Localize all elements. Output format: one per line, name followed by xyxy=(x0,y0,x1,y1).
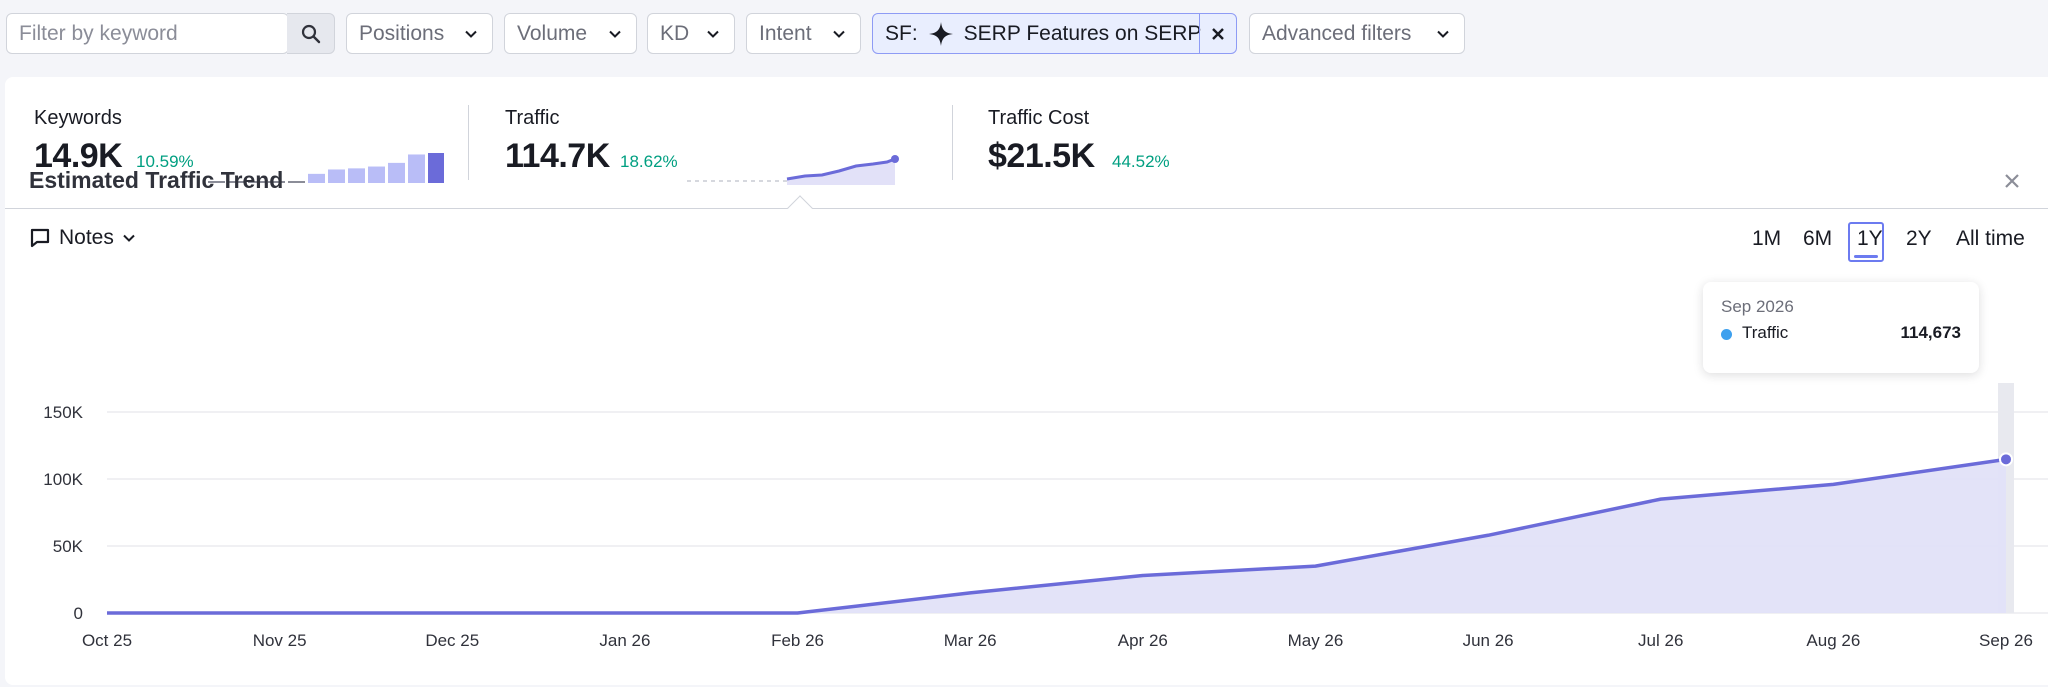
chevron-down-icon xyxy=(123,234,135,242)
close-icon xyxy=(1212,27,1224,40)
traffic-value: 114.7K xyxy=(505,137,610,175)
x-tick-label: Nov 25 xyxy=(253,631,307,650)
keywords-sparkline-bar xyxy=(268,181,285,183)
search-button[interactable] xyxy=(287,13,335,54)
traffic-line xyxy=(107,457,2007,615)
x-tick-label: Jun 26 xyxy=(1463,631,1514,650)
keywords-sparkline-bar xyxy=(348,168,365,183)
keywords-value: 14.9K xyxy=(34,137,123,175)
range-all-time[interactable]: All time xyxy=(1956,227,2025,250)
x-tick-label: Jan 26 xyxy=(599,631,650,650)
traffic-sparkline-point xyxy=(891,155,899,163)
serp-features-filter[interactable]: SF: SERP Features on SERP xyxy=(872,13,1237,54)
intent-filter[interactable]: Intent xyxy=(746,13,861,54)
x-tick-label: Mar 26 xyxy=(944,631,997,650)
metric-divider xyxy=(952,105,953,180)
keyword-search-input[interactable] xyxy=(19,21,289,46)
advanced-filters-dropdown[interactable]: Advanced filters xyxy=(1249,13,1465,54)
active-range-indicator xyxy=(1848,222,1884,262)
search-icon xyxy=(301,24,320,43)
traffic-cost-change: 44.52% xyxy=(1112,152,1170,171)
chevron-down-icon xyxy=(707,30,719,38)
keywords-sparkline-bar xyxy=(208,181,225,183)
positions-filter-label: Positions xyxy=(359,21,445,45)
chart-tooltip: Sep 2026 Traffic 114,673 xyxy=(1703,282,1979,373)
volume-filter[interactable]: Volume xyxy=(504,13,637,54)
keywords-sparkline-bar xyxy=(388,162,405,183)
traffic-area xyxy=(107,459,2006,613)
chevron-down-icon xyxy=(465,30,477,38)
traffic-cost-label: Traffic Cost xyxy=(988,107,1090,129)
range-1m[interactable]: 1M xyxy=(1752,227,1782,250)
positions-filter[interactable]: Positions xyxy=(346,13,493,54)
keywords-sparkline-bar xyxy=(328,169,345,183)
keywords-metric[interactable]: Keywords 14.9K 10.59% xyxy=(34,107,444,183)
y-tick-label: 0 xyxy=(74,604,83,623)
traffic-metric[interactable]: Traffic 114.7K 18.62% xyxy=(505,107,925,185)
keywords-change: 10.59% xyxy=(136,152,194,171)
traffic-cost-metric[interactable]: Traffic Cost $21.5K 44.52% xyxy=(988,107,1238,175)
keywords-sparkline-bar xyxy=(428,153,444,183)
traffic-sparkline xyxy=(687,155,899,185)
keywords-sparkline-bar xyxy=(248,181,265,183)
keywords-sparkline-bar xyxy=(228,181,245,183)
x-tick-label: Dec 25 xyxy=(425,631,479,650)
close-trend-button[interactable] xyxy=(2003,168,2021,194)
tooltip-value: 114,673 xyxy=(1900,323,1961,342)
y-tick-label: 150K xyxy=(43,403,83,422)
y-tick-label: 50K xyxy=(53,537,84,556)
keywords-sparkline-bar xyxy=(308,173,325,183)
remove-filter-button[interactable] xyxy=(1199,13,1236,54)
y-tick-label: 100K xyxy=(43,470,83,489)
sf-prefix: SF: xyxy=(885,21,918,45)
section-divider xyxy=(5,208,2048,209)
keywords-sparkline-bar xyxy=(408,154,425,183)
x-tick-label: Feb 26 xyxy=(771,631,824,650)
volume-filter-label: Volume xyxy=(517,21,588,45)
advanced-filters-label: Advanced filters xyxy=(1262,21,1412,45)
x-tick-label: Jul 26 xyxy=(1638,631,1683,650)
traffic-change: 18.62% xyxy=(620,152,678,171)
notes-dropdown[interactable]: Notes xyxy=(29,226,136,250)
chevron-down-icon xyxy=(833,30,845,38)
chevron-down-icon xyxy=(609,30,621,38)
keywords-sparkline-bar xyxy=(288,181,305,183)
kd-filter-label: KD xyxy=(660,21,690,45)
keyword-filter[interactable] xyxy=(6,13,289,54)
keywords-label: Keywords xyxy=(34,107,122,129)
x-tick-label: Oct 25 xyxy=(82,631,132,650)
x-tick-label: Aug 26 xyxy=(1806,631,1860,650)
range-6m[interactable]: 6M xyxy=(1803,227,1833,250)
keywords-sparkline-bar xyxy=(368,166,385,183)
sf-value: SERP Features on SERP xyxy=(963,21,1202,45)
comment-icon xyxy=(30,228,50,248)
range-1y[interactable]: 1Y xyxy=(1857,227,1883,250)
x-tick-label: May 26 xyxy=(1288,631,1344,650)
kd-filter[interactable]: KD xyxy=(647,13,735,54)
keywords-sparkline xyxy=(208,153,444,183)
traffic-sparkline-line xyxy=(786,157,896,181)
x-tick-label: Sep 26 xyxy=(1979,631,2033,650)
close-icon xyxy=(2005,174,2019,188)
metric-divider xyxy=(468,105,469,180)
tooltip-series-dot xyxy=(1721,329,1732,340)
range-2y[interactable]: 2Y xyxy=(1906,227,1932,250)
trend-title: Estimated Traffic Trend xyxy=(29,167,284,193)
chevron-down-icon xyxy=(1437,30,1449,38)
sparkle-icon xyxy=(928,21,953,46)
intent-filter-label: Intent xyxy=(759,21,812,45)
traffic-data-point xyxy=(1999,452,2013,467)
notes-label: Notes xyxy=(59,226,114,249)
x-tick-label: Apr 26 xyxy=(1118,631,1168,650)
traffic-cost-value: $21.5K xyxy=(988,137,1095,175)
tooltip-date: Sep 2026 xyxy=(1721,297,1794,316)
filter-bar: Positions Volume KD Intent SF: SERP Feat… xyxy=(0,0,2048,67)
traffic-label: Traffic xyxy=(505,107,560,129)
tooltip-series-name: Traffic xyxy=(1742,323,1789,342)
